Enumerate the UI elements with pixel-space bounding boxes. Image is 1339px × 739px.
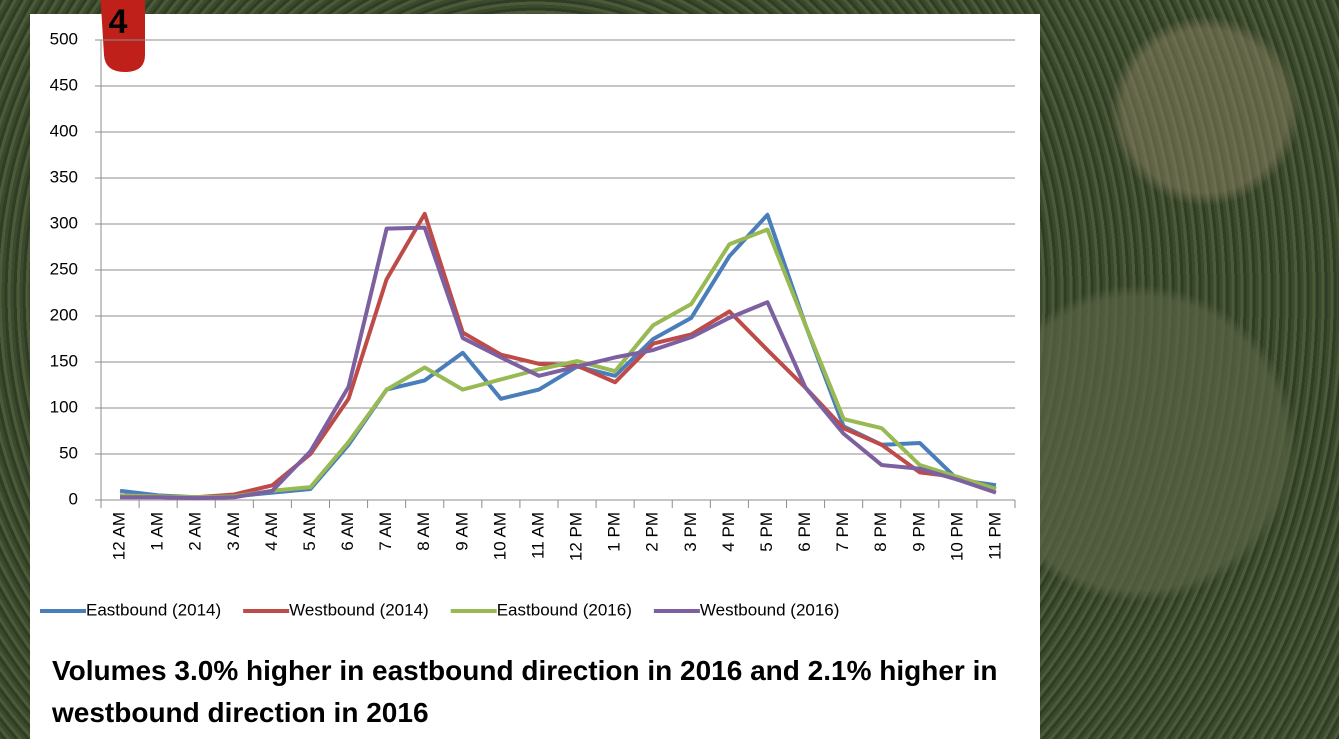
x-tick-label: 2 AM [186,512,205,551]
x-tick-label: 5 AM [300,512,319,551]
x-tick-label: 10 AM [490,512,509,560]
x-tick-label: 8 PM [871,512,890,552]
y-tick-label: 300 [50,213,78,232]
x-tick-label: 7 AM [376,512,395,551]
x-tick-label: 2 PM [643,512,662,552]
y-tick-label: 400 [50,121,78,140]
x-tick-label: 11 AM [528,512,547,559]
legend-label: Westbound (2014) [289,600,429,619]
x-tick-label: 9 PM [909,512,928,552]
x-tick-label: 3 PM [681,512,700,552]
y-tick-label: 200 [50,305,78,324]
x-tick-label: 1 PM [605,512,624,552]
x-tick-label: 12 AM [110,512,129,560]
x-tick-label: 4 PM [719,512,738,552]
x-tick-label: 3 AM [224,512,243,551]
x-tick-label: 6 AM [338,512,357,551]
x-tick-label: 12 PM [567,512,586,561]
legend-label: Eastbound (2016) [497,600,632,619]
x-tick-label: 1 AM [148,512,167,551]
x-tick-label: 4 AM [262,512,281,551]
x-tick-label: 5 PM [757,512,776,552]
y-tick-label: 500 [50,29,78,48]
y-tick-label: 50 [59,443,78,462]
x-tick-label: 9 AM [452,512,471,551]
x-tick-label: 6 PM [795,512,814,552]
y-tick-label: 100 [50,397,78,416]
chart-panel [30,14,1040,739]
x-tick-label: 8 AM [414,512,433,551]
y-tick-label: 0 [69,489,78,508]
badge: 4 [109,3,128,41]
y-tick-label: 150 [50,351,78,370]
x-tick-label: 11 PM [985,512,1004,560]
y-tick-label: 350 [50,167,78,186]
caption: Volumes 3.0% higher in eastbound directi… [52,655,998,728]
x-tick-label: 7 PM [833,512,852,552]
y-tick-label: 250 [50,259,78,278]
x-tick-label: 10 PM [947,512,966,561]
legend-label: Eastbound (2014) [86,600,221,619]
series-line [120,225,997,501]
legend-label: Westbound (2016) [700,600,840,619]
badge-shape [100,0,145,72]
y-tick-label: 450 [50,75,78,94]
